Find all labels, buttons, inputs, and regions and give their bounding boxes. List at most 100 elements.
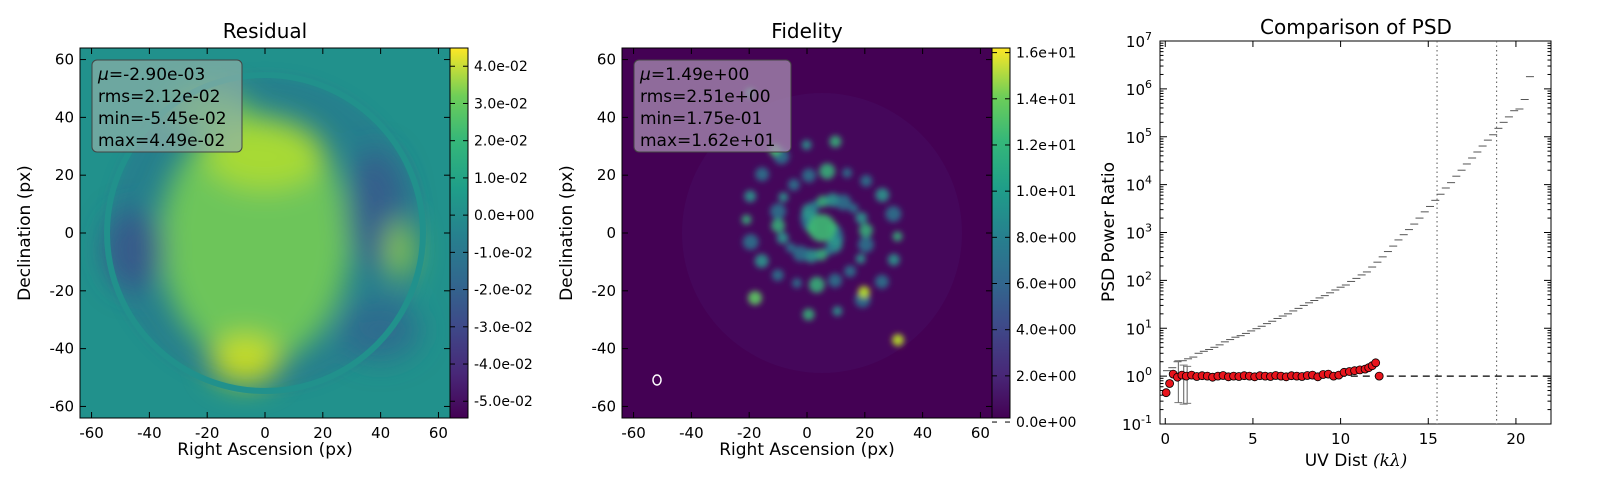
spiral-knot (832, 306, 843, 317)
spiral-knot (787, 178, 800, 191)
psd-ytick-label: 105 (1126, 126, 1152, 147)
psd-xlabel: UV Dist (kλ) (1305, 451, 1408, 471)
spiral-knot (801, 139, 812, 150)
fidelity-stats-box: μ=1.49e+00 rms=2.51e+00 min=1.75e-01 max… (633, 59, 792, 153)
spiral-knot (829, 135, 842, 148)
psd-ytick-label: 104 (1126, 174, 1152, 195)
residual-cbar-tick-label: 4.0e-02 (474, 59, 528, 75)
spiral-knot (874, 274, 889, 289)
spiral-knot (844, 265, 857, 278)
spiral-knot (801, 168, 816, 183)
residual-panel: Residual -60 -40 -20 0 20 40 60 6040200-20-40-… (15, 19, 534, 460)
spiral-knot (742, 234, 759, 250)
spiral-knot (754, 254, 769, 268)
residual-ylabel: Declination (px) (15, 165, 35, 301)
residual-xtick-label: -40 (137, 424, 162, 442)
spiral-knot (741, 214, 752, 225)
residual-cbar-tick-label: 2.0e-02 (474, 134, 528, 150)
spiral-knot (785, 242, 796, 253)
spiral-knot (802, 308, 815, 321)
fidelity-xtick-label: 20 (855, 424, 874, 442)
fidelity-min: min=1.75e-01 (640, 109, 762, 129)
fidelity-cbar-tick-label: 1.4e+01 (1016, 92, 1076, 108)
bright-knot (808, 214, 836, 242)
spiral-knot (792, 245, 809, 262)
spiral-knot (771, 218, 786, 233)
residual-xtick-label: 40 (371, 424, 390, 442)
fidelity-ylabel: Declination (px) (557, 165, 577, 301)
residual-ytick-label: 20 (55, 166, 74, 184)
residual-xtick-label: 0 (260, 424, 270, 442)
fidelity-max: max=1.62e+01 (640, 131, 775, 151)
spiral-knot (857, 236, 874, 253)
psd-ytick-label: 107 (1126, 30, 1152, 51)
spiral-knot (885, 206, 902, 222)
psd-title: Comparison of PSD (1260, 15, 1452, 39)
fidelity-mu-symbol: μ (639, 65, 651, 85)
residual-cbar-tick-label: 3.0e-02 (474, 96, 528, 112)
spiral-knot (835, 194, 852, 211)
residual-y-ticks: 60 40 20 0 -20 -40 -60 (50, 51, 450, 415)
spiral-knot (815, 248, 828, 261)
residual-min: min=-5.45e-02 (98, 109, 227, 129)
fidelity-rms: rms=2.51e+00 (640, 87, 771, 107)
residual-xtick-label: 60 (429, 424, 448, 442)
fidelity-mu-value: =1.49e+00 (651, 65, 749, 85)
fidelity-cbar-tick-label: 1.0e+01 (1016, 184, 1076, 200)
bright-knot (892, 334, 904, 346)
spiral-knot (791, 278, 802, 289)
psd-x-ticks: 0 5 10 15 20 (1160, 41, 1525, 448)
fidelity-ytick-label: 20 (597, 166, 616, 184)
residual-cbar-tick-label: -1.0e-02 (474, 245, 533, 261)
psd-point (1165, 379, 1174, 388)
fidelity-ytick-label: -60 (592, 397, 617, 415)
fidelity-xtick-label: 40 (913, 424, 932, 442)
residual-x-ticks: -60 -40 -20 0 20 40 60 (79, 48, 448, 442)
fidelity-ytick-label: -20 (592, 282, 617, 300)
residual-ytick-label: -20 (50, 282, 75, 300)
residual-cbar-tick-label: -5.0e-02 (474, 394, 533, 410)
psd-xtick-label: 20 (1506, 430, 1525, 448)
fidelity-ytick-label: -40 (592, 340, 617, 358)
fidelity-cbar-tick-label: 4.0e+00 (1016, 323, 1076, 339)
residual-ytick-label: 40 (55, 108, 74, 126)
psd-xtick-label: 0 (1160, 430, 1170, 448)
fidelity-ytick-label: 60 (597, 51, 616, 69)
residual-mu-value: =-2.90e-03 (109, 65, 205, 85)
fidelity-cbar-tick-label: 6.0e+00 (1016, 277, 1076, 293)
fidelity-xtick-label: -40 (679, 424, 704, 442)
spiral-knot (828, 273, 843, 288)
fidelity-panel: Fidelity -60 -40 -20 0 20 40 60 6040200-20-40-… (557, 19, 1076, 460)
spiral-knot (842, 167, 853, 178)
spiral-knot (858, 223, 873, 238)
fidelity-xtick-label: -60 (621, 424, 646, 442)
psd-ytick-label: 106 (1126, 78, 1152, 99)
residual-colorbar: 4.0e-02 3.0e-02 2.0e-02 1.0e-02 0.0e+00 -1.0e… (449, 47, 534, 419)
residual-image (80, 48, 450, 418)
residual-ytick-label: -40 (50, 340, 75, 358)
fidelity-cbar-tick-label: 1.6e+01 (1016, 46, 1076, 62)
psd-ytick-label: 100 (1126, 365, 1152, 386)
fidelity-cbar-tick-label: 2.0e+00 (1016, 369, 1076, 385)
spiral-knot (855, 253, 866, 264)
fidelity-xtick-label: 0 (802, 424, 812, 442)
residual-xtick-label: 20 (313, 424, 332, 442)
fidelity-cbar-tick-label: 8.0e+00 (1016, 230, 1076, 246)
psd-point (1374, 371, 1384, 381)
residual-cbar-tick-label: 1.0e-02 (474, 171, 528, 187)
psd-point (1371, 358, 1381, 368)
svg-text:μ=-2.90e-03: μ=-2.90e-03 (97, 65, 205, 85)
psd-ratio-segments (1163, 76, 1534, 372)
psd-xlabel-units: (kλ) (1373, 451, 1407, 471)
residual-cbar-tick-label: -3.0e-02 (474, 320, 533, 336)
fidelity-xtick-label: -20 (737, 424, 762, 442)
psd-points (1161, 358, 1384, 398)
residual-rms: rms=2.12e-02 (98, 87, 220, 107)
spiral-knot (755, 167, 770, 182)
spiral-knot (776, 232, 789, 244)
fidelity-ytick-label: 0 (606, 224, 616, 242)
spiral-knot (744, 190, 757, 203)
residual-cbar-tick-label: -4.0e-02 (474, 357, 533, 373)
spiral-knot (770, 203, 787, 220)
